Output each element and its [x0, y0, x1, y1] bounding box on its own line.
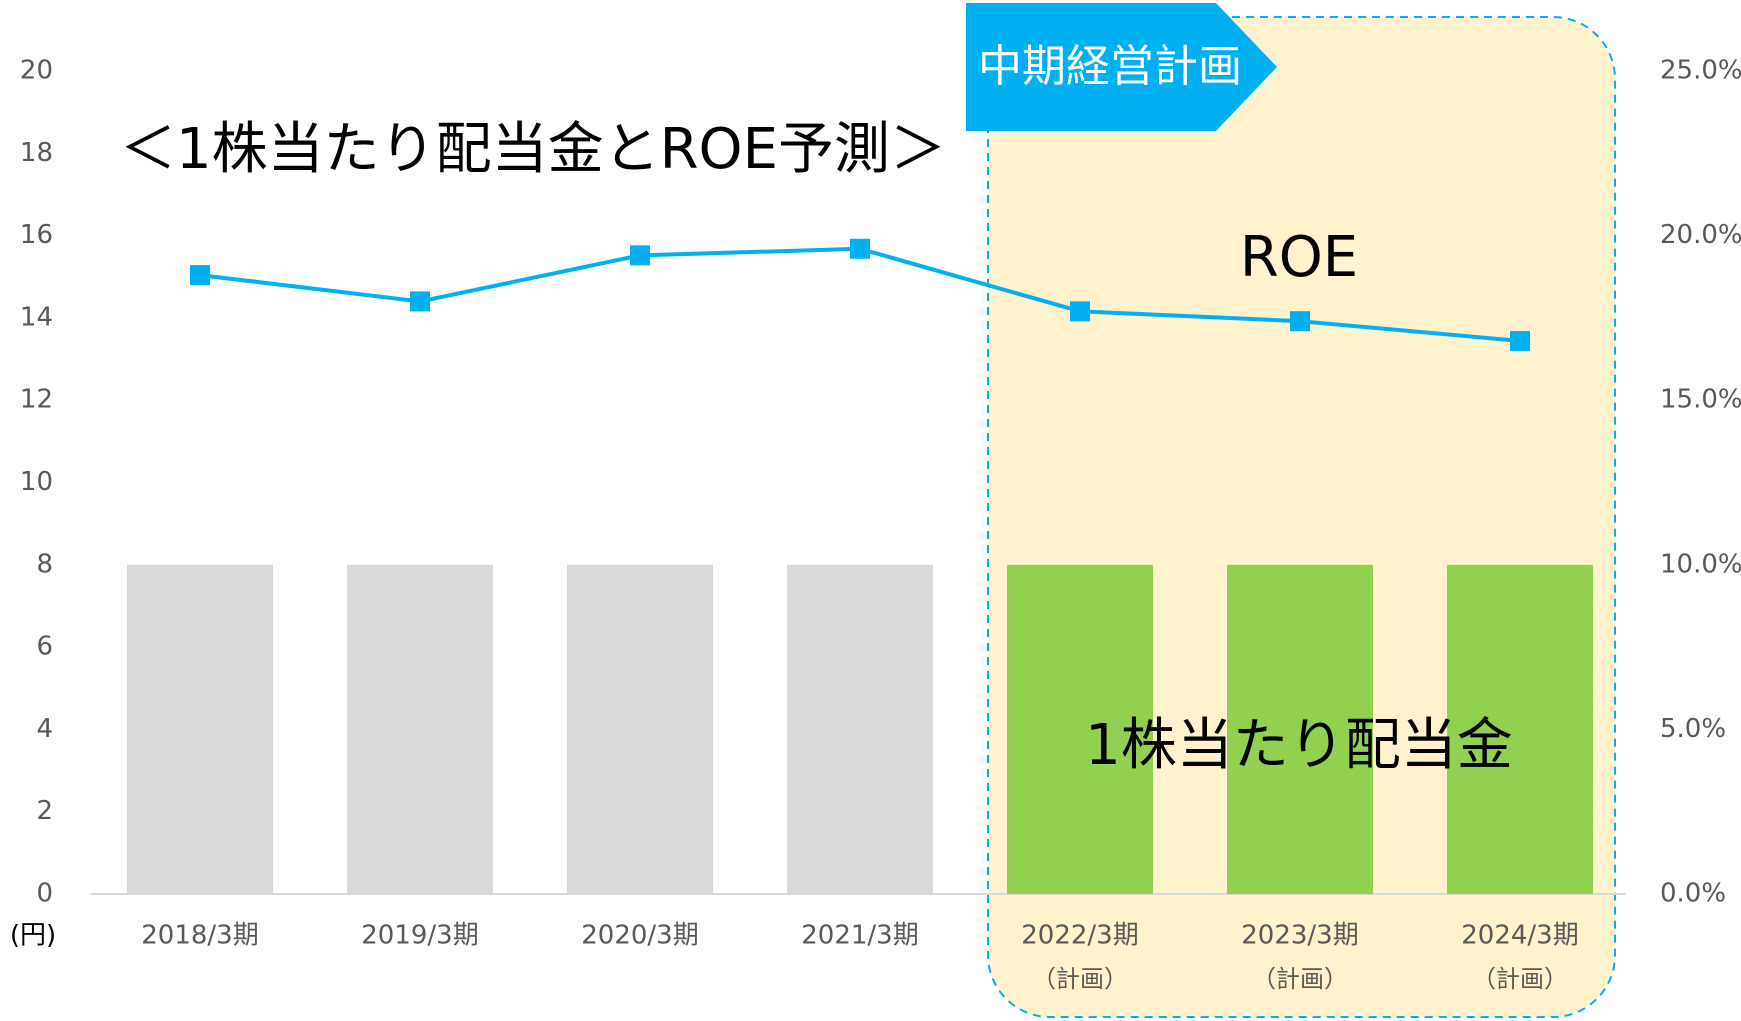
- bar: [1227, 564, 1373, 894]
- roe-marker: [1510, 330, 1530, 351]
- y-unit: (円): [10, 921, 56, 951]
- line-label: ROE: [1240, 225, 1358, 290]
- roe-marker: [1290, 311, 1310, 332]
- roe-marker: [850, 238, 870, 259]
- y-tick-label: 14: [20, 302, 53, 332]
- y-tick-label: 10: [20, 467, 53, 497]
- y-tick-label: 0: [36, 879, 53, 909]
- x-tick-label: 2021/3期: [801, 921, 918, 951]
- x-tick-label: 2023/3期: [1241, 921, 1358, 951]
- y2-tick-label: 0.0%: [1660, 879, 1726, 909]
- plan-banner: [966, 3, 1277, 131]
- y-tick-label: 8: [36, 549, 53, 579]
- x-tick-label: 2019/3期: [361, 921, 478, 951]
- bar: [567, 564, 713, 894]
- y2-tick-label: 25.0%: [1660, 56, 1741, 86]
- bar-label: 1株当たり配当金: [1085, 713, 1513, 778]
- bar: [1007, 564, 1153, 894]
- y-tick-label: 20: [20, 56, 53, 86]
- bar: [127, 564, 273, 894]
- y-tick-label: 6: [36, 632, 53, 662]
- bar: [787, 564, 933, 894]
- x-tick-label: 2018/3期: [141, 921, 258, 951]
- roe-marker: [630, 245, 650, 266]
- bar: [347, 564, 493, 894]
- plan-label: 中期経営計画: [978, 41, 1242, 92]
- y-tick-label: 2: [36, 796, 53, 826]
- roe-marker: [190, 265, 210, 286]
- y2-tick-label: 15.0%: [1660, 385, 1741, 415]
- x-tick-note: （計画）: [1472, 965, 1568, 993]
- x-tick-label: 2022/3期: [1021, 921, 1138, 951]
- x-tick-label: 2020/3期: [581, 921, 698, 951]
- x-tick-label: 2024/3期: [1461, 921, 1578, 951]
- y-tick-label: 18: [20, 138, 53, 168]
- roe-marker: [410, 291, 430, 312]
- y2-tick-label: 5.0%: [1660, 714, 1726, 744]
- x-tick-note: （計画）: [1252, 965, 1348, 993]
- y-tick-label: 16: [20, 220, 53, 250]
- chart-title: ＜1株当たり配当金とROE予測＞: [120, 117, 946, 182]
- x-tick-note: （計画）: [1032, 965, 1128, 993]
- y-tick-label: 4: [36, 714, 53, 744]
- y-tick-label: 12: [20, 385, 53, 415]
- y2-tick-label: 10.0%: [1660, 549, 1741, 579]
- y2-tick-label: 20.0%: [1660, 220, 1741, 250]
- bar: [1447, 564, 1593, 894]
- roe-marker: [1070, 301, 1090, 322]
